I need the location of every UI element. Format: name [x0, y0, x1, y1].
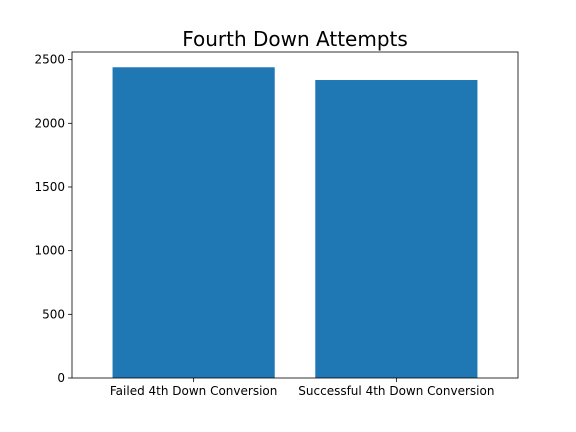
chart-title: Fourth Down Attempts: [182, 27, 408, 51]
y-tick-label: 0: [57, 371, 65, 385]
bar: [315, 80, 478, 379]
x-tick-label: Failed 4th Down Conversion: [110, 384, 278, 398]
y-tick-label: 2500: [34, 53, 65, 67]
y-tick-label: 1000: [34, 244, 65, 258]
axes-frame: [71, 51, 519, 379]
bar: [112, 67, 275, 378]
x-tick-label: Successful 4th Down Conversion: [298, 384, 494, 398]
plot-area: Failed 4th Down Conversion Successful 4th…: [34, 51, 519, 398]
y-tick-label: 1500: [34, 180, 65, 194]
y-tick-label: 2000: [34, 116, 65, 130]
y-tick-label: 500: [42, 307, 65, 321]
